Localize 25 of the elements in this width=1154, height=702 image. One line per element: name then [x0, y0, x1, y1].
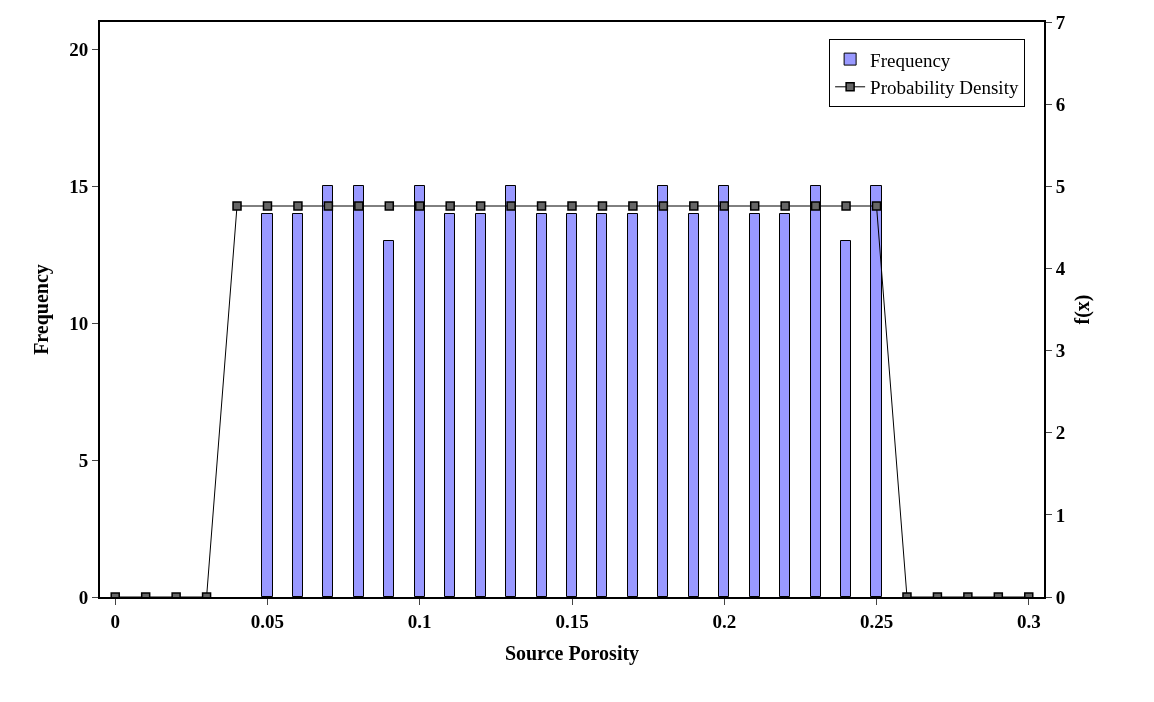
y-axis-title: Frequency — [30, 264, 54, 355]
y2-tick-label: 1 — [1055, 504, 1066, 526]
x-tick-label: 0.05 — [250, 610, 285, 632]
y2-tick-label: 3 — [1055, 340, 1066, 362]
y-tick-label: 5 — [78, 449, 89, 471]
y2-axis-title: f(x) — [1070, 294, 1094, 325]
x-tick-label: 0 — [110, 610, 120, 632]
legend-label: Probability Density — [870, 77, 1019, 99]
y-tick-label: 0 — [78, 586, 89, 608]
y2-tick-label: 4 — [1055, 258, 1066, 280]
x-tick-label: 0.15 — [555, 610, 589, 632]
x-tick-label: 0.25 — [859, 610, 894, 632]
y2-tick-label: 6 — [1055, 93, 1066, 115]
legend-label: Frequency — [870, 49, 951, 71]
x-axis-title: Source Porosity — [504, 641, 640, 665]
x-tick-label: 0.3 — [1016, 610, 1041, 632]
y2-tick-label: 7 — [1055, 11, 1066, 33]
y-tick-label: 15 — [69, 175, 89, 197]
y2-tick-label: 0 — [1055, 586, 1066, 608]
x-tick-label: 0.2 — [712, 610, 737, 632]
x-tick-label: 0.1 — [407, 610, 432, 632]
y2-tick-label: 5 — [1055, 175, 1066, 197]
y-tick-label: 20 — [69, 39, 89, 61]
y-tick-label: 10 — [69, 312, 89, 334]
y2-tick-label: 2 — [1055, 422, 1066, 444]
